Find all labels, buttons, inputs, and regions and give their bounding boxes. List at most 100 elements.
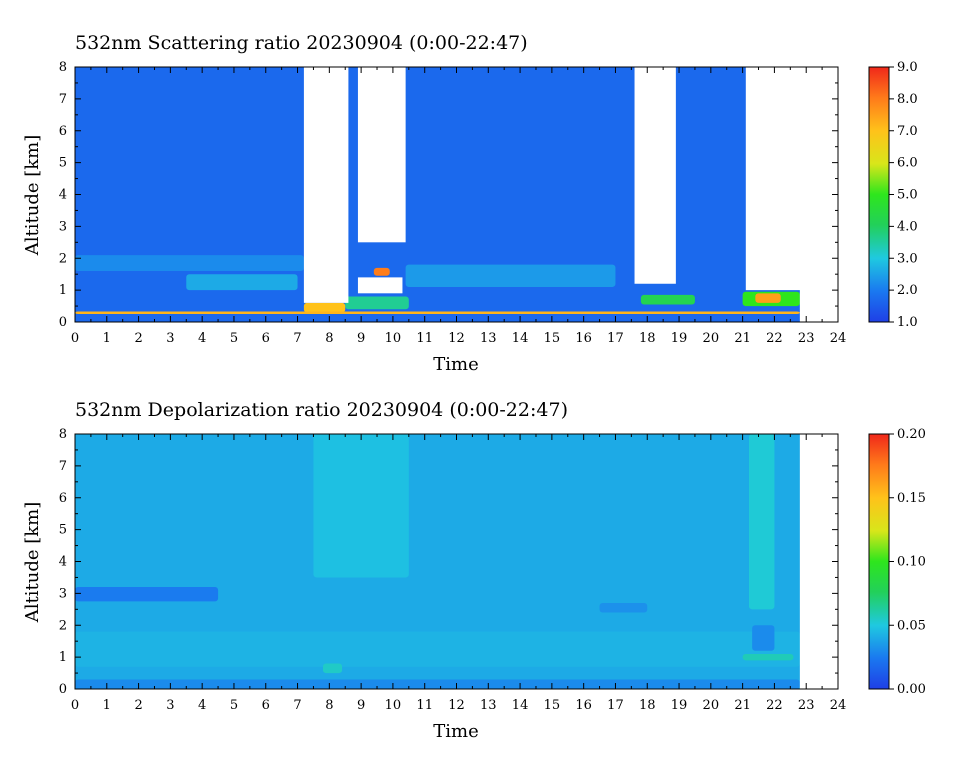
x-axis-label: Time <box>433 721 478 742</box>
x-tick-label: 14 <box>512 331 529 346</box>
heatmap-area <box>75 434 838 689</box>
no-data-region <box>634 67 676 284</box>
colorbar <box>868 433 890 690</box>
x-tick-label: 15 <box>544 698 561 713</box>
y-tick-label: 3 <box>59 586 67 601</box>
heatmap-feature <box>640 294 695 305</box>
x-tick-label: 10 <box>385 331 402 346</box>
x-tick-label: 17 <box>607 331 624 346</box>
y-tick-label: 5 <box>59 523 67 538</box>
colorbar-tick-label: 0.10 <box>897 555 926 570</box>
x-tick-label: 19 <box>671 331 688 346</box>
heatmap-feature <box>373 267 390 276</box>
y-tick-label: 0 <box>59 315 67 330</box>
chart-title: 532nm Depolarization ratio 20230904 (0:0… <box>75 399 568 421</box>
x-tick-label: 11 <box>416 331 433 346</box>
y-tick-label: 5 <box>59 156 67 171</box>
no-data-region <box>799 67 838 322</box>
x-tick-label: 14 <box>512 698 529 713</box>
colorbar-tick-label: 8.0 <box>897 92 918 107</box>
y-axis: 0 1 2 3 4 5 6 7 8 <box>59 427 838 697</box>
x-tick-label: 1 <box>103 698 111 713</box>
x-tick-label: 23 <box>798 698 815 713</box>
x-axis-label: Time <box>433 354 478 375</box>
y-tick-label: 6 <box>59 491 67 506</box>
colorbar-tick-label: 1.0 <box>897 315 918 330</box>
y-tick-label: 4 <box>59 188 67 203</box>
heatmap-feature <box>75 679 800 689</box>
y-tick-label: 7 <box>59 459 67 474</box>
x-axis: 0 1 2 3 4 5 6 7 8 9 10 11 12 13 14 15 16 17 18 19 20 21 22 23 24 <box>71 434 846 713</box>
x-axis: 0 1 2 3 4 5 6 7 8 9 10 11 12 13 14 15 16 17 18 19 20 21 22 23 24 <box>71 67 846 346</box>
y-axis-label: Altitude [km] <box>22 135 43 257</box>
x-tick-label: 3 <box>166 331 174 346</box>
y-tick-label: 0 <box>59 682 67 697</box>
heatmap-feature <box>303 302 346 313</box>
y-tick-label: 8 <box>59 60 67 75</box>
x-tick-label: 13 <box>480 331 497 346</box>
x-tick-label: 15 <box>544 331 561 346</box>
x-tick-label: 2 <box>134 698 142 713</box>
x-tick-label: 18 <box>639 698 656 713</box>
y-tick-label: 2 <box>59 251 67 266</box>
colorbar-tick-label: 5.0 <box>897 188 918 203</box>
no-data-region <box>303 67 349 303</box>
colorbar-ticks: 1.0 2.0 3.0 4.0 5.0 6.0 7.0 8.0 9.0 <box>889 60 918 330</box>
x-tick-label: 2 <box>134 331 142 346</box>
x-tick-label: 7 <box>293 331 301 346</box>
heatmap-feature <box>599 602 648 613</box>
x-tick-label: 12 <box>448 331 465 346</box>
colorbar-tick-label: 7.0 <box>897 124 918 139</box>
x-tick-label: 21 <box>734 331 751 346</box>
no-data-region <box>357 67 406 243</box>
y-tick-label: 7 <box>59 92 67 107</box>
x-tick-label: 4 <box>198 331 206 346</box>
x-tick-label: 4 <box>198 698 206 713</box>
y-tick-label: 3 <box>59 219 67 234</box>
x-tick-label: 13 <box>480 698 497 713</box>
x-tick-label: 24 <box>830 698 847 713</box>
x-tick-label: 18 <box>639 331 656 346</box>
heatmap-feature <box>313 434 409 578</box>
y-tick-label: 1 <box>59 650 67 665</box>
heatmap-feature <box>742 653 794 661</box>
x-tick-label: 8 <box>325 698 333 713</box>
x-tick-label: 8 <box>325 331 333 346</box>
heatmap-area <box>75 67 838 322</box>
x-tick-label: 19 <box>671 698 688 713</box>
heatmap-feature <box>186 274 298 291</box>
heatmap-feature <box>75 587 219 602</box>
y-tick-label: 8 <box>59 427 67 442</box>
colorbar-tick-label: 4.0 <box>897 219 918 234</box>
x-tick-label: 22 <box>766 698 783 713</box>
colorbar-tick-label: 0.20 <box>897 427 926 442</box>
x-tick-label: 20 <box>703 698 720 713</box>
x-tick-label: 21 <box>734 698 751 713</box>
chart-title: 532nm Scattering ratio 20230904 (0:00-22… <box>75 32 528 54</box>
depolarization-ratio-panel: 532nm Depolarization ratio 20230904 (0:0… <box>22 399 926 742</box>
x-tick-label: 10 <box>385 698 402 713</box>
colorbar-ticks: 0.00 0.05 0.10 0.15 0.20 <box>889 427 926 697</box>
x-tick-label: 6 <box>262 331 270 346</box>
x-tick-label: 20 <box>703 331 720 346</box>
x-tick-label: 16 <box>575 698 592 713</box>
x-tick-label: 9 <box>357 331 365 346</box>
x-tick-label: 0 <box>71 698 79 713</box>
colorbar <box>868 66 890 323</box>
colorbar-tick-label: 0.15 <box>897 491 926 506</box>
heatmap-feature <box>75 311 800 315</box>
heatmap-feature <box>752 625 775 651</box>
x-tick-label: 0 <box>71 331 79 346</box>
heatmap-feature <box>322 663 343 674</box>
x-tick-label: 1 <box>103 331 111 346</box>
no-data-region <box>357 277 403 294</box>
x-tick-label: 11 <box>416 698 433 713</box>
y-axis: 0 1 2 3 4 5 6 7 8 <box>59 60 838 330</box>
colorbar-tick-label: 9.0 <box>897 60 918 75</box>
colorbar-tick-label: 0.00 <box>897 682 926 697</box>
y-tick-label: 6 <box>59 124 67 139</box>
x-tick-label: 12 <box>448 698 465 713</box>
colorbar-tick-label: 6.0 <box>897 156 918 171</box>
y-tick-label: 4 <box>59 555 67 570</box>
